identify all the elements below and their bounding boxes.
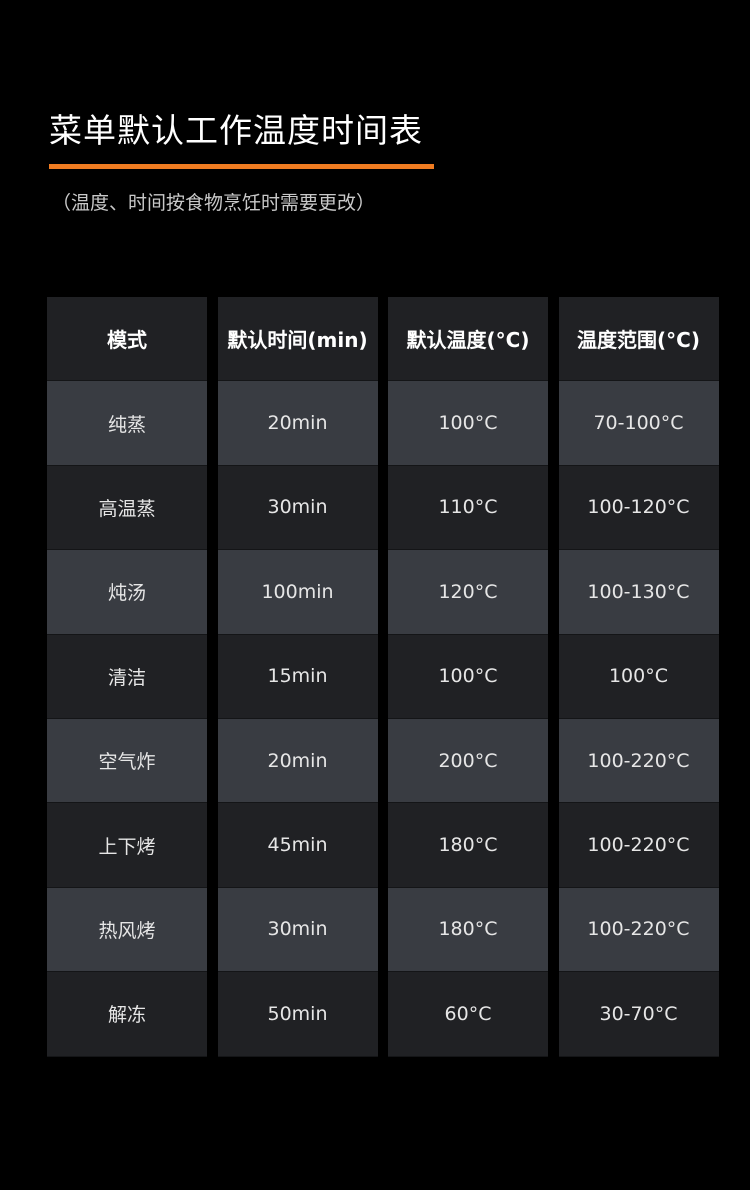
cell-default-temp: 100°C — [388, 634, 548, 719]
cell-default-time: 50min — [217, 972, 378, 1057]
subtitle: （温度、时间按食物烹饪时需要更改） — [52, 192, 376, 214]
cell-mode: 空气炸 — [47, 718, 207, 804]
cell-mode: 纯蒸 — [47, 381, 207, 466]
cell-mode: 上下烤 — [47, 803, 207, 888]
cell-temp-range: 100-130°C — [558, 550, 719, 635]
cell-default-time: 15min — [217, 634, 378, 719]
cell-default-time: 30min — [217, 465, 378, 551]
cell-temp-range: 100-220°C — [558, 887, 719, 973]
cell-mode: 高温蒸 — [47, 465, 207, 551]
column-default-temp: 默认温度(°C) 100°C 110°C 120°C 100°C 200°C 180°C 18… — [388, 297, 548, 1057]
cell-temp-range: 30-70°C — [558, 972, 719, 1057]
cell-default-temp: 200°C — [388, 718, 548, 804]
cell-default-time: 100min — [217, 550, 378, 635]
header-temp-range: 温度范围(°C) — [558, 297, 719, 382]
header-default-time: 默认时间(min) — [217, 297, 378, 382]
cell-default-time: 20min — [217, 718, 378, 804]
cell-default-temp: 110°C — [388, 465, 548, 551]
title-underline — [49, 164, 434, 169]
cell-temp-range: 100-120°C — [558, 465, 719, 551]
cell-default-temp: 60°C — [388, 972, 548, 1057]
column-temp-range: 温度范围(°C) 70-100°C 100-120°C 100-130°C 100°C 1… — [558, 297, 719, 1057]
cell-mode: 热风烤 — [47, 887, 207, 973]
cell-default-temp: 100°C — [388, 381, 548, 466]
column-mode: 模式 纯蒸 高温蒸 炖汤 清洁 空气炸 上下烤 热风烤 解冻 — [47, 297, 207, 1057]
cell-temp-range: 70-100°C — [558, 381, 719, 466]
cell-temp-range: 100°C — [558, 634, 719, 719]
cell-mode: 清洁 — [47, 634, 207, 719]
cell-default-temp: 180°C — [388, 887, 548, 973]
page-title: 菜单默认工作温度时间表 — [49, 111, 423, 150]
header-default-temp: 默认温度(°C) — [388, 297, 548, 382]
menu-table: 模式 纯蒸 高温蒸 炖汤 清洁 空气炸 上下烤 热风烤 解冻 默认时间(min) 20min 30mi… — [47, 297, 719, 1057]
cell-default-temp: 120°C — [388, 550, 548, 635]
cell-mode: 炖汤 — [47, 550, 207, 635]
cell-mode: 解冻 — [47, 972, 207, 1057]
cell-temp-range: 100-220°C — [558, 718, 719, 804]
cell-temp-range: 100-220°C — [558, 803, 719, 888]
column-default-time: 默认时间(min) 20min 30min 100min 15min 20min 45min… — [217, 297, 378, 1057]
header-mode: 模式 — [47, 297, 207, 382]
cell-default-time: 45min — [217, 803, 378, 888]
cell-default-time: 20min — [217, 381, 378, 466]
cell-default-temp: 180°C — [388, 803, 548, 888]
cell-default-time: 30min — [217, 887, 378, 973]
